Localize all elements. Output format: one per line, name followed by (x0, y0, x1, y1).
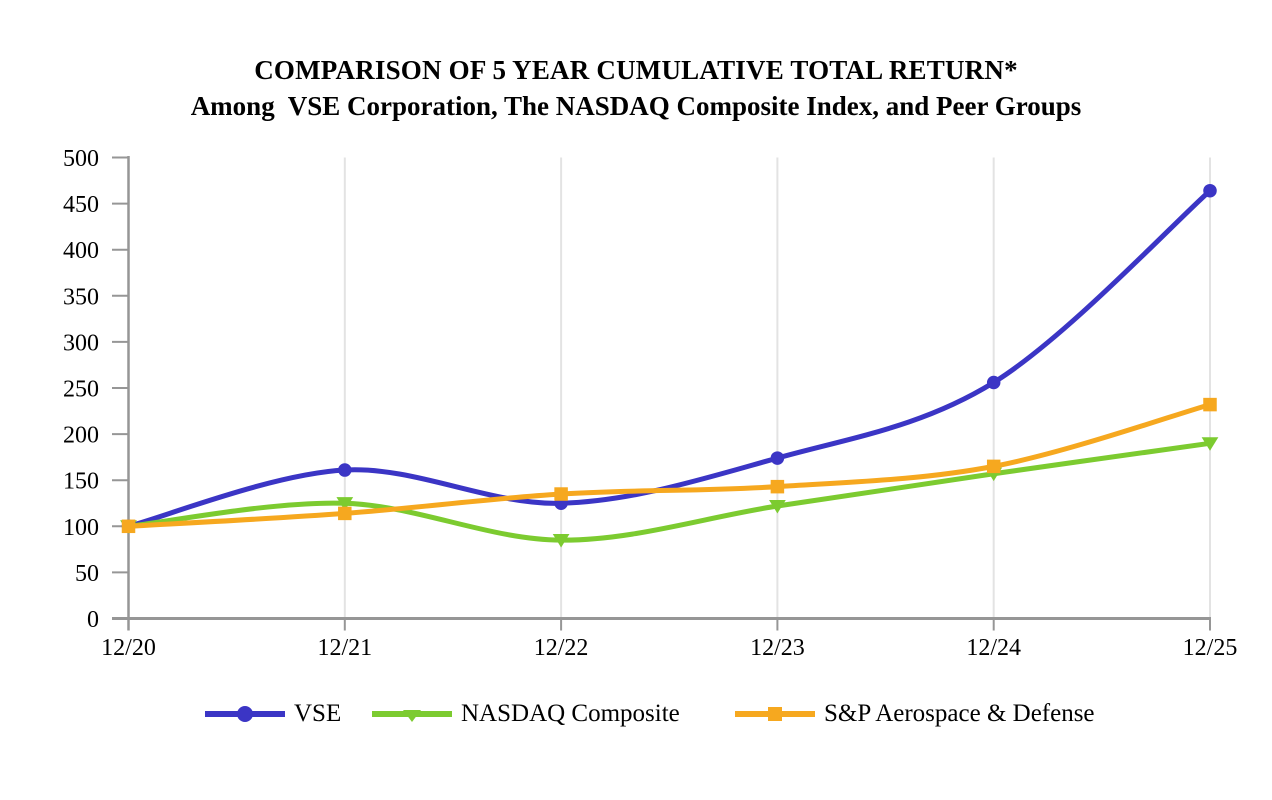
series-line-triangle-down (126, 440, 1213, 543)
legend-item-nasdaq-composite: NASDAQ Composite (372, 698, 680, 730)
y-tick-label: 450 (63, 192, 99, 218)
y-tick-label: 200 (63, 423, 99, 449)
data-point-square (554, 487, 568, 501)
series-line-circle (126, 188, 1213, 529)
legend-marker-circle (237, 706, 253, 722)
data-point-square (770, 479, 785, 494)
x-tick-label: 12/21 (317, 635, 372, 661)
legend-swatch-vse (205, 706, 285, 722)
legend-label-nasdaq-composite: NASDAQ Composite (461, 700, 680, 727)
legend-label-vse: VSE (294, 700, 342, 727)
y-tick-label: 300 (63, 330, 99, 356)
y-tick-label: 150 (63, 469, 99, 495)
data-point-circle (986, 375, 1001, 390)
legend-marker-square (768, 707, 782, 721)
data-point-triangle (1201, 437, 1219, 451)
y-tick-label: 0 (87, 607, 99, 633)
data-point-triangle (336, 497, 354, 511)
chart-legend: VSE NASDAQ Composite S&P Aerospace & Def… (0, 698, 1272, 730)
x-tick-label: 12/20 (101, 635, 156, 661)
x-tick-label: 12/23 (750, 635, 805, 661)
series-line-square (126, 402, 1213, 529)
legend-item-vse: VSE (205, 698, 341, 730)
data-point-square (121, 519, 136, 534)
y-tick-label: 400 (63, 238, 99, 264)
legend-marker-triangle (403, 710, 421, 722)
data-point-square (338, 506, 352, 521)
chart-title-block: COMPARISON OF 5 YEAR CUMULATIVE TOTAL RE… (0, 52, 1272, 124)
legend-swatch-sp-aerospace-defense (735, 707, 815, 721)
y-tick-label: 500 (63, 146, 99, 172)
y-tick-label: 50 (75, 561, 99, 587)
x-tick-label: 12/24 (966, 635, 1021, 661)
chart-title: COMPARISON OF 5 YEAR CUMULATIVE TOTAL RE… (254, 55, 1018, 85)
data-point-circle (1203, 183, 1217, 198)
legend-label-sp-aerospace-defense: S&P Aerospace & Defense (824, 700, 1095, 727)
chart-subtitle: Among VSE Corporation, The NASDAQ Compos… (190, 91, 1082, 121)
legend-swatch-nasdaq-composite (372, 710, 452, 722)
data-point-circle (338, 463, 352, 477)
data-point-triangle (769, 499, 786, 514)
x-tick-label: 12/25 (1183, 635, 1238, 661)
x-tick-label: 12/22 (534, 635, 589, 661)
legend-item-sp-aerospace-defense: S&P Aerospace & Defense (735, 698, 1095, 730)
data-point-triangle (552, 534, 570, 548)
y-tick-label: 100 (63, 515, 99, 541)
y-tick-label: 250 (63, 377, 99, 403)
data-point-square (1203, 397, 1217, 412)
data-point-square (986, 459, 1001, 474)
data-point-circle (770, 451, 785, 465)
y-tick-label: 350 (63, 284, 99, 310)
